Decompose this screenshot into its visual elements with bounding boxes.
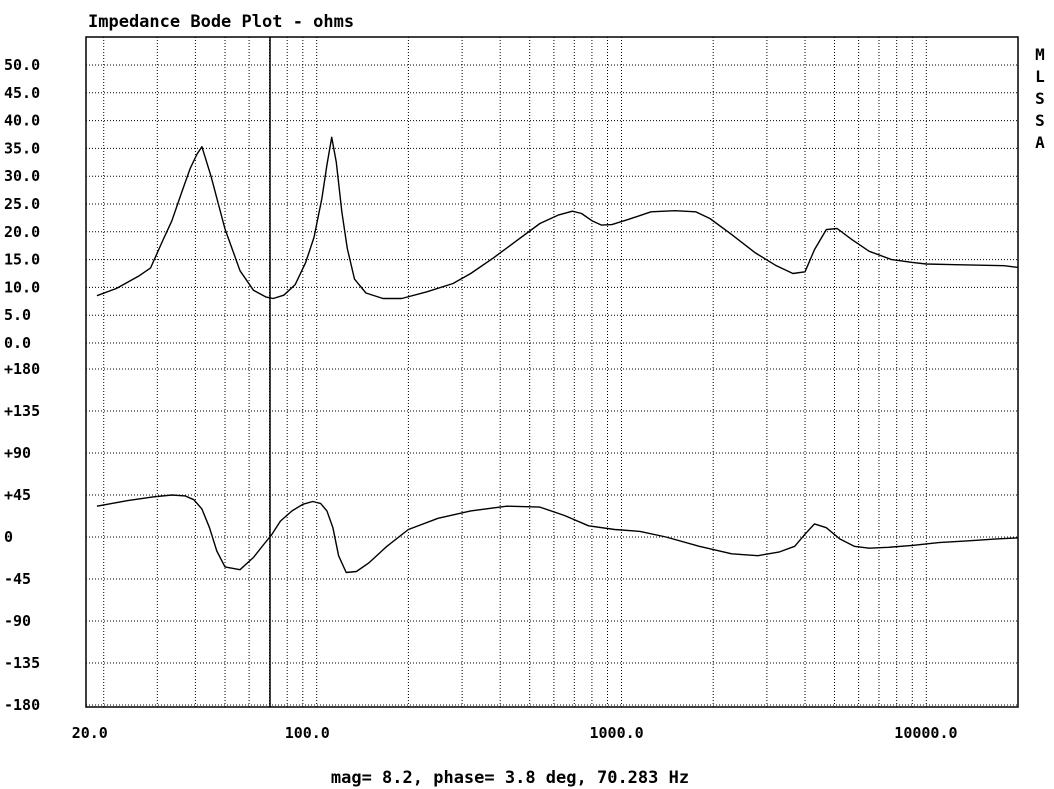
side-label-letter: A (1035, 133, 1045, 152)
magnitude-tick-label: 10.0 (4, 278, 40, 296)
side-label-letter: S (1035, 89, 1045, 108)
phase-tick-label: +45 (4, 486, 31, 504)
magnitude-tick-label: 25.0 (4, 195, 40, 213)
phase-tick-label: +135 (4, 402, 40, 420)
side-label-letter: M (1035, 45, 1045, 64)
plot-area (85, 36, 1019, 708)
series-layer (96, 136, 1019, 574)
phase-curve (96, 494, 1019, 574)
magnitude-tick-label: 15.0 (4, 251, 40, 269)
grid-lines (86, 37, 1019, 707)
magnitude-tick-label: 40.0 (4, 112, 40, 130)
phase-tick-label: 0 (4, 528, 13, 546)
cursor-readout: mag= 8.2, phase= 3.8 deg, 70.283 Hz (331, 768, 689, 788)
frequency-tick-label: 10000.0 (894, 724, 957, 742)
chart-title: Impedance Bode Plot - ohms (88, 12, 354, 32)
magnitude-tick-label: 35.0 (4, 139, 40, 157)
magnitude-tick-label: 0.0 (4, 334, 31, 352)
phase-tick-label: -90 (4, 612, 31, 630)
phase-tick-label: -135 (4, 654, 40, 672)
frequency-tick-label: 100.0 (285, 724, 330, 742)
phase-tick-label: -45 (4, 570, 31, 588)
phase-tick-label: +90 (4, 444, 31, 462)
frequency-tick-label: 20.0 (72, 724, 108, 742)
magnitude-tick-label: 30.0 (4, 167, 40, 185)
magnitude-curve (96, 136, 1019, 300)
tick-labels: 50.0 45.0 40.0 35.0 30.0 25.0 20.0 15.0 10.0 5.0 0… (4, 56, 958, 742)
magnitude-tick-label: 45.0 (4, 84, 40, 102)
phase-tick-label: -180 (4, 696, 40, 714)
frequency-tick-label: 1000.0 (590, 724, 644, 742)
magnitude-tick-label: 20.0 (4, 223, 40, 241)
phase-tick-label: +180 (4, 360, 40, 378)
side-label-letter: S (1035, 111, 1045, 130)
magnitude-tick-label: 50.0 (4, 56, 40, 74)
side-label-letter: L (1035, 67, 1045, 86)
magnitude-tick-label: 5.0 (4, 306, 31, 324)
